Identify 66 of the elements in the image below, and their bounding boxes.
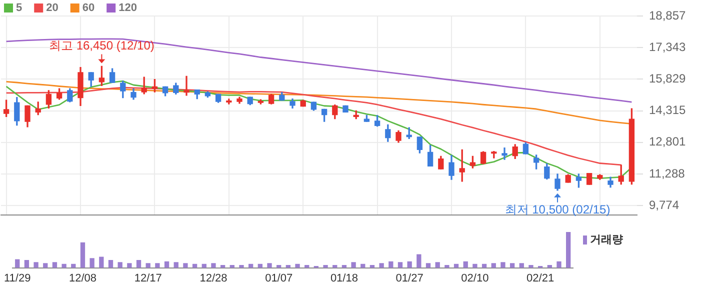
bar [426, 263, 431, 268]
y-tick-label: 14,315 [649, 103, 686, 118]
bar [52, 262, 58, 268]
y-tick-label: 17,343 [649, 40, 686, 54]
bar [164, 261, 170, 268]
candlestick [502, 147, 508, 160]
candlestick [184, 76, 190, 96]
bar [556, 261, 562, 268]
legend-label: 5 [16, 2, 22, 14]
bar [323, 264, 328, 268]
bar [398, 262, 403, 268]
bar [118, 262, 122, 268]
legend-label: 60 [82, 2, 95, 14]
x-tick-label: 12/08 [68, 272, 96, 284]
bar [500, 262, 506, 268]
x-tick-label: 01/27 [396, 272, 424, 284]
bar [127, 263, 132, 268]
bar [34, 262, 38, 268]
bar [491, 263, 496, 268]
bar [80, 242, 86, 268]
bar [90, 258, 94, 268]
bar [388, 261, 394, 268]
bar [43, 263, 48, 268]
x-tick-label: 01/07 [265, 272, 293, 284]
y-tick-label: 11,288 [649, 166, 686, 180]
bar [407, 261, 412, 268]
bar [174, 262, 178, 268]
annotation: 최저 10,500 (02/15) [504, 202, 610, 217]
bar [528, 264, 534, 268]
bar [463, 261, 468, 268]
bar [99, 256, 104, 268]
bar [566, 232, 571, 268]
y-tick-label: 15,829 [649, 72, 686, 86]
x-tick-label: 12/28 [200, 272, 228, 284]
y-tick-label: 12,801 [649, 134, 686, 149]
bar [435, 262, 440, 268]
bar [379, 263, 384, 268]
bar [136, 260, 142, 268]
bar [155, 263, 160, 268]
bar [267, 263, 272, 268]
legend-label: 거래량 [590, 234, 623, 246]
bar [62, 264, 66, 268]
bar [295, 264, 300, 268]
bar [472, 264, 478, 268]
bar [183, 263, 188, 268]
y-tick-label: 18,857 [649, 8, 686, 22]
x-tick-label: 02/10 [461, 272, 489, 284]
bar [146, 263, 150, 268]
bar [510, 263, 515, 268]
bar [416, 254, 422, 268]
legend-label: 120 [118, 2, 137, 14]
x-tick-label: 12/17 [134, 272, 162, 284]
legend-label: 20 [46, 2, 58, 14]
annotation: 최고 16,450 (12/10) [48, 38, 154, 53]
y-tick-label: 9,774 [649, 198, 680, 212]
bar [15, 259, 20, 268]
bar [211, 263, 216, 268]
bar [239, 264, 244, 268]
x-tick-label: 11/29 [4, 272, 31, 284]
x-tick-label: 02/21 [526, 272, 554, 284]
x-tick-label: 01/18 [330, 272, 358, 284]
bar [24, 260, 30, 268]
bar [444, 264, 450, 268]
bar [108, 260, 114, 268]
bar [519, 263, 524, 268]
bar [351, 262, 356, 268]
